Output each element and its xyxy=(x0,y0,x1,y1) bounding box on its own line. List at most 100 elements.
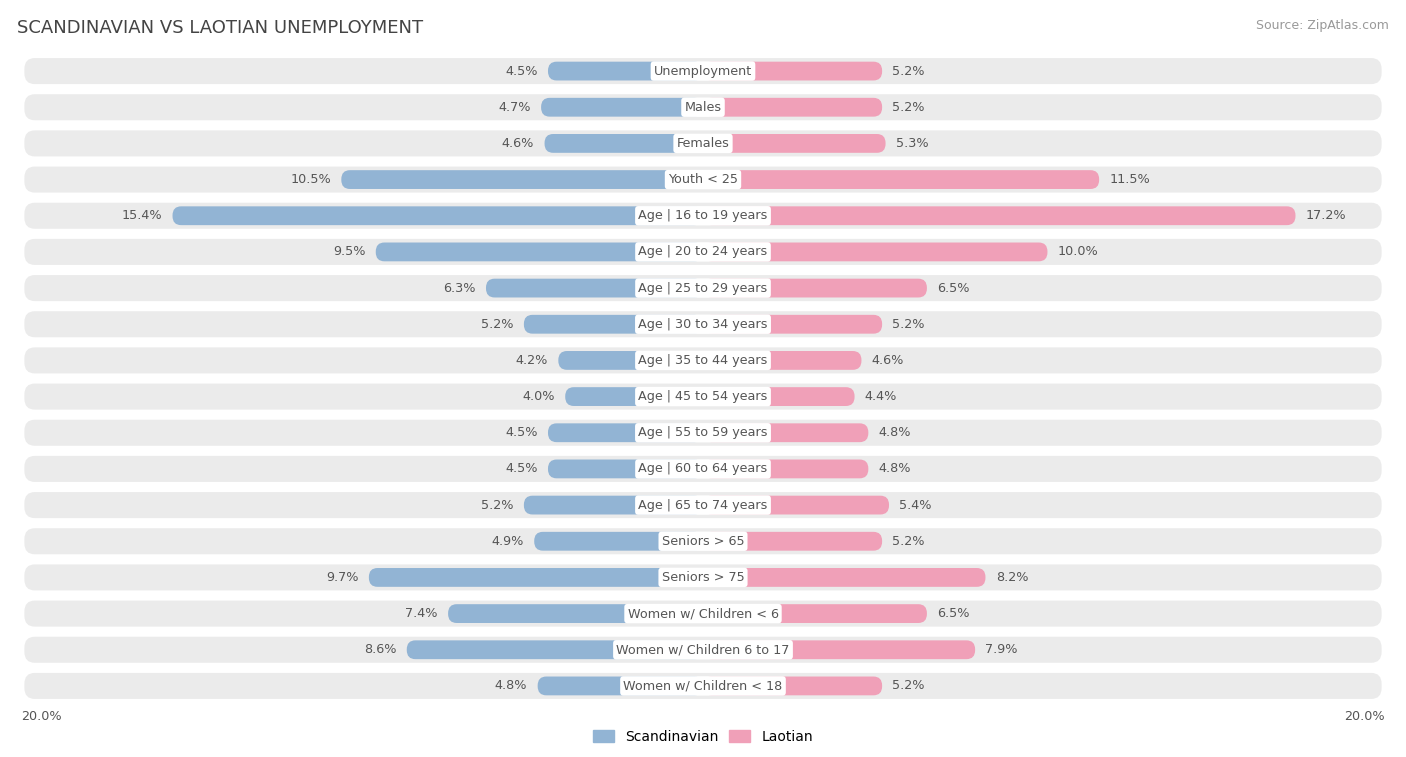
FancyBboxPatch shape xyxy=(24,239,1382,265)
FancyBboxPatch shape xyxy=(703,459,869,478)
FancyBboxPatch shape xyxy=(24,600,1382,627)
FancyBboxPatch shape xyxy=(703,532,882,550)
FancyBboxPatch shape xyxy=(375,242,703,261)
Text: Youth < 25: Youth < 25 xyxy=(668,173,738,186)
FancyBboxPatch shape xyxy=(24,673,1382,699)
FancyBboxPatch shape xyxy=(703,351,862,370)
FancyBboxPatch shape xyxy=(24,311,1382,338)
Text: 4.8%: 4.8% xyxy=(879,426,911,439)
Text: 5.2%: 5.2% xyxy=(481,318,513,331)
Text: Females: Females xyxy=(676,137,730,150)
Text: 5.3%: 5.3% xyxy=(896,137,928,150)
Text: 9.5%: 9.5% xyxy=(333,245,366,258)
FancyBboxPatch shape xyxy=(703,423,869,442)
Text: 5.2%: 5.2% xyxy=(481,499,513,512)
Text: 10.0%: 10.0% xyxy=(1057,245,1098,258)
Text: 8.6%: 8.6% xyxy=(364,643,396,656)
Text: 4.2%: 4.2% xyxy=(516,354,548,367)
Text: 6.5%: 6.5% xyxy=(938,607,970,620)
Text: Seniors > 75: Seniors > 75 xyxy=(662,571,744,584)
Text: 20.0%: 20.0% xyxy=(1344,710,1385,723)
FancyBboxPatch shape xyxy=(24,456,1382,482)
Text: 5.4%: 5.4% xyxy=(900,499,932,512)
Text: Women w/ Children 6 to 17: Women w/ Children 6 to 17 xyxy=(616,643,790,656)
Text: 4.6%: 4.6% xyxy=(872,354,904,367)
Text: 4.8%: 4.8% xyxy=(879,463,911,475)
FancyBboxPatch shape xyxy=(541,98,703,117)
FancyBboxPatch shape xyxy=(173,207,703,225)
FancyBboxPatch shape xyxy=(558,351,703,370)
FancyBboxPatch shape xyxy=(24,384,1382,410)
FancyBboxPatch shape xyxy=(703,279,927,298)
FancyBboxPatch shape xyxy=(24,94,1382,120)
FancyBboxPatch shape xyxy=(534,532,703,550)
FancyBboxPatch shape xyxy=(24,275,1382,301)
FancyBboxPatch shape xyxy=(703,315,882,334)
FancyBboxPatch shape xyxy=(703,61,882,80)
FancyBboxPatch shape xyxy=(703,242,1047,261)
Text: 4.7%: 4.7% xyxy=(498,101,531,114)
FancyBboxPatch shape xyxy=(544,134,703,153)
FancyBboxPatch shape xyxy=(486,279,703,298)
Text: 4.5%: 4.5% xyxy=(505,64,537,77)
FancyBboxPatch shape xyxy=(548,61,703,80)
Text: 4.6%: 4.6% xyxy=(502,137,534,150)
Text: 11.5%: 11.5% xyxy=(1109,173,1150,186)
Text: 15.4%: 15.4% xyxy=(121,209,162,223)
Text: Women w/ Children < 6: Women w/ Children < 6 xyxy=(627,607,779,620)
Text: 6.5%: 6.5% xyxy=(938,282,970,294)
Text: Seniors > 65: Seniors > 65 xyxy=(662,534,744,548)
Text: Age | 20 to 24 years: Age | 20 to 24 years xyxy=(638,245,768,258)
Text: 7.4%: 7.4% xyxy=(405,607,437,620)
Text: 17.2%: 17.2% xyxy=(1306,209,1347,223)
FancyBboxPatch shape xyxy=(703,387,855,406)
FancyBboxPatch shape xyxy=(24,203,1382,229)
Text: SCANDINAVIAN VS LAOTIAN UNEMPLOYMENT: SCANDINAVIAN VS LAOTIAN UNEMPLOYMENT xyxy=(17,19,423,37)
Text: 5.2%: 5.2% xyxy=(893,64,925,77)
Text: 4.0%: 4.0% xyxy=(523,390,555,403)
Text: Age | 16 to 19 years: Age | 16 to 19 years xyxy=(638,209,768,223)
Text: 4.5%: 4.5% xyxy=(505,426,537,439)
FancyBboxPatch shape xyxy=(24,419,1382,446)
FancyBboxPatch shape xyxy=(368,568,703,587)
FancyBboxPatch shape xyxy=(24,130,1382,157)
FancyBboxPatch shape xyxy=(24,347,1382,373)
Text: 20.0%: 20.0% xyxy=(21,710,62,723)
Text: 5.2%: 5.2% xyxy=(893,101,925,114)
Text: Age | 55 to 59 years: Age | 55 to 59 years xyxy=(638,426,768,439)
FancyBboxPatch shape xyxy=(449,604,703,623)
Text: 4.4%: 4.4% xyxy=(865,390,897,403)
Text: Women w/ Children < 18: Women w/ Children < 18 xyxy=(623,680,783,693)
Text: 4.9%: 4.9% xyxy=(492,534,524,548)
FancyBboxPatch shape xyxy=(342,170,703,189)
FancyBboxPatch shape xyxy=(703,170,1099,189)
Text: 10.5%: 10.5% xyxy=(290,173,330,186)
FancyBboxPatch shape xyxy=(703,98,882,117)
Text: 6.3%: 6.3% xyxy=(443,282,475,294)
Text: Age | 25 to 29 years: Age | 25 to 29 years xyxy=(638,282,768,294)
FancyBboxPatch shape xyxy=(703,134,886,153)
Text: 4.5%: 4.5% xyxy=(505,463,537,475)
Text: 8.2%: 8.2% xyxy=(995,571,1028,584)
Text: Age | 45 to 54 years: Age | 45 to 54 years xyxy=(638,390,768,403)
Text: 9.7%: 9.7% xyxy=(326,571,359,584)
Text: Age | 30 to 34 years: Age | 30 to 34 years xyxy=(638,318,768,331)
Text: Age | 35 to 44 years: Age | 35 to 44 years xyxy=(638,354,768,367)
Text: 7.9%: 7.9% xyxy=(986,643,1018,656)
FancyBboxPatch shape xyxy=(24,637,1382,663)
Text: 5.2%: 5.2% xyxy=(893,318,925,331)
FancyBboxPatch shape xyxy=(703,568,986,587)
FancyBboxPatch shape xyxy=(524,315,703,334)
FancyBboxPatch shape xyxy=(548,459,703,478)
FancyBboxPatch shape xyxy=(703,677,882,696)
FancyBboxPatch shape xyxy=(24,167,1382,192)
FancyBboxPatch shape xyxy=(703,207,1295,225)
FancyBboxPatch shape xyxy=(24,58,1382,84)
FancyBboxPatch shape xyxy=(548,423,703,442)
FancyBboxPatch shape xyxy=(703,640,976,659)
FancyBboxPatch shape xyxy=(24,528,1382,554)
Legend: Scandinavian, Laotian: Scandinavian, Laotian xyxy=(588,724,818,749)
FancyBboxPatch shape xyxy=(24,492,1382,518)
FancyBboxPatch shape xyxy=(24,565,1382,590)
Text: 5.2%: 5.2% xyxy=(893,534,925,548)
